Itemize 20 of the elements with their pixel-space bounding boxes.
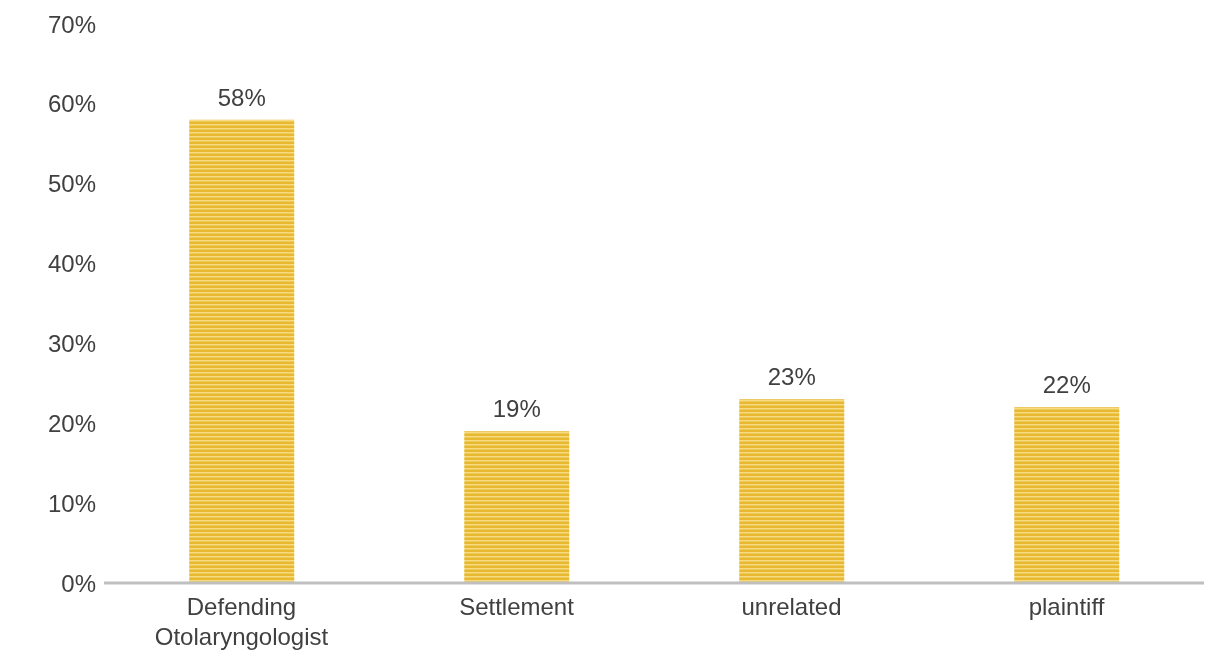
bar xyxy=(1014,407,1120,583)
y-tick-label: 70% xyxy=(47,10,96,38)
bar xyxy=(189,119,295,583)
x-tick-label: unrelated xyxy=(741,593,842,620)
y-tick-label: 10% xyxy=(47,489,96,517)
y-tick-label: 60% xyxy=(47,90,96,118)
x-tick-label: Settlement xyxy=(459,593,575,620)
data-label: 22% xyxy=(1042,371,1091,399)
bar xyxy=(739,399,845,583)
y-tick-label: 0% xyxy=(61,569,96,597)
data-label: 23% xyxy=(767,363,816,391)
y-tick-label: 30% xyxy=(47,329,96,357)
bar xyxy=(464,431,570,583)
x-tick-label: plaintiff xyxy=(1028,593,1105,620)
y-tick-label: 20% xyxy=(47,409,96,437)
data-label: 19% xyxy=(492,395,541,423)
data-label: 58% xyxy=(217,83,266,111)
y-tick-label: 40% xyxy=(47,250,96,278)
x-tick-label: Defending Otolaryngologist xyxy=(154,593,329,650)
y-tick-label: 50% xyxy=(47,170,96,198)
